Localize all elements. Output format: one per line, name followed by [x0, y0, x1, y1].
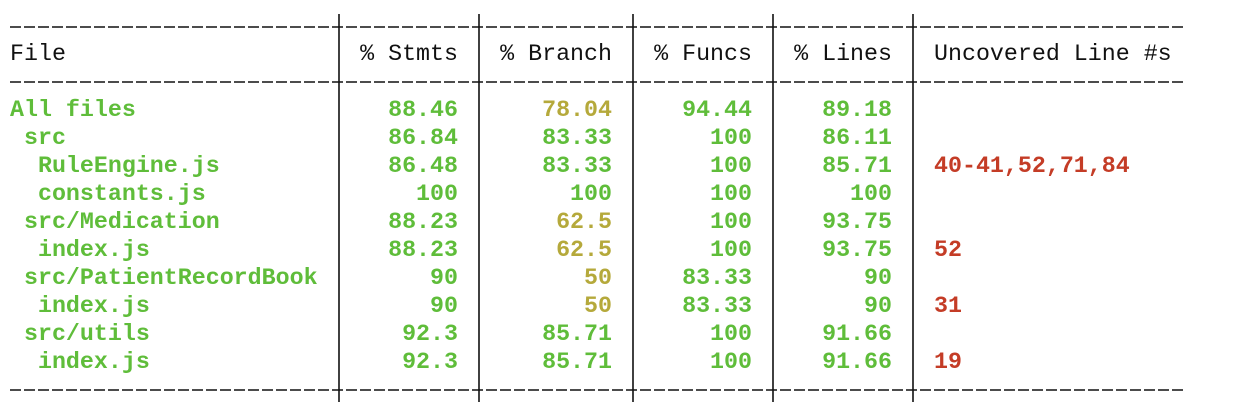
coverage-value: 93.75 — [822, 209, 892, 235]
file-name: index.js — [10, 293, 150, 319]
coverage-value: 91.66 — [822, 349, 892, 375]
coverage-value: 83.33 — [682, 265, 752, 291]
header-cell: % Lines — [794, 41, 892, 67]
coverage-value: 100 — [570, 181, 612, 207]
coverage-value: 50 — [584, 293, 612, 319]
coverage-value: 90 — [430, 265, 458, 291]
coverage-value: 100 — [710, 349, 752, 375]
header-cell: File — [10, 41, 66, 67]
file-name: src/PatientRecordBook — [10, 265, 318, 291]
coverage-value: 50 — [584, 265, 612, 291]
file-name: index.js — [10, 237, 150, 263]
file-name: src/Medication — [10, 209, 220, 235]
file-name: src/utils — [10, 321, 150, 347]
file-name: All files — [10, 97, 136, 123]
coverage-value: 100 — [710, 125, 752, 151]
coverage-value: 100 — [710, 321, 752, 347]
coverage-value: 90 — [430, 293, 458, 319]
coverage-value: 62.5 — [556, 237, 612, 263]
coverage-value: 88.23 — [388, 237, 458, 263]
coverage-value: 86.11 — [822, 125, 892, 151]
coverage-value: 62.5 — [556, 209, 612, 235]
coverage-value: 89.18 — [822, 97, 892, 123]
file-name: constants.js — [10, 181, 206, 207]
uncovered-lines: 31 — [934, 293, 962, 319]
coverage-value: 86.84 — [388, 125, 458, 151]
uncovered-lines: 52 — [934, 237, 962, 263]
file-name: RuleEngine.js — [10, 153, 220, 179]
coverage-value: 85.71 — [542, 349, 612, 375]
coverage-value: 90 — [864, 293, 892, 319]
header-cell: Uncovered Line #s — [934, 41, 1172, 67]
coverage-value: 93.75 — [822, 237, 892, 263]
coverage-value: 94.44 — [682, 97, 752, 123]
coverage-value: 92.3 — [402, 349, 458, 375]
header-cell: % Funcs — [654, 41, 752, 67]
file-name: index.js — [10, 349, 150, 375]
coverage-value: 90 — [864, 265, 892, 291]
coverage-value: 100 — [710, 237, 752, 263]
coverage-value: 83.33 — [542, 125, 612, 151]
coverage-value: 88.46 — [388, 97, 458, 123]
uncovered-lines: 19 — [934, 349, 962, 375]
coverage-value: 85.71 — [822, 153, 892, 179]
coverage-value: 91.66 — [822, 321, 892, 347]
file-name: src — [10, 125, 66, 151]
header-cell: % Stmts — [360, 41, 458, 67]
uncovered-lines: 40-41,52,71,84 — [934, 153, 1130, 179]
coverage-value: 88.23 — [388, 209, 458, 235]
coverage-value: 100 — [710, 209, 752, 235]
coverage-value: 100 — [710, 181, 752, 207]
header-cell: % Branch — [500, 41, 612, 67]
coverage-value: 86.48 — [388, 153, 458, 179]
coverage-value: 92.3 — [402, 321, 458, 347]
coverage-value: 100 — [710, 153, 752, 179]
coverage-value: 83.33 — [542, 153, 612, 179]
coverage-value: 100 — [416, 181, 458, 207]
coverage-value: 85.71 — [542, 321, 612, 347]
coverage-value: 78.04 — [542, 97, 612, 123]
coverage-value: 100 — [850, 181, 892, 207]
coverage-value: 83.33 — [682, 293, 752, 319]
